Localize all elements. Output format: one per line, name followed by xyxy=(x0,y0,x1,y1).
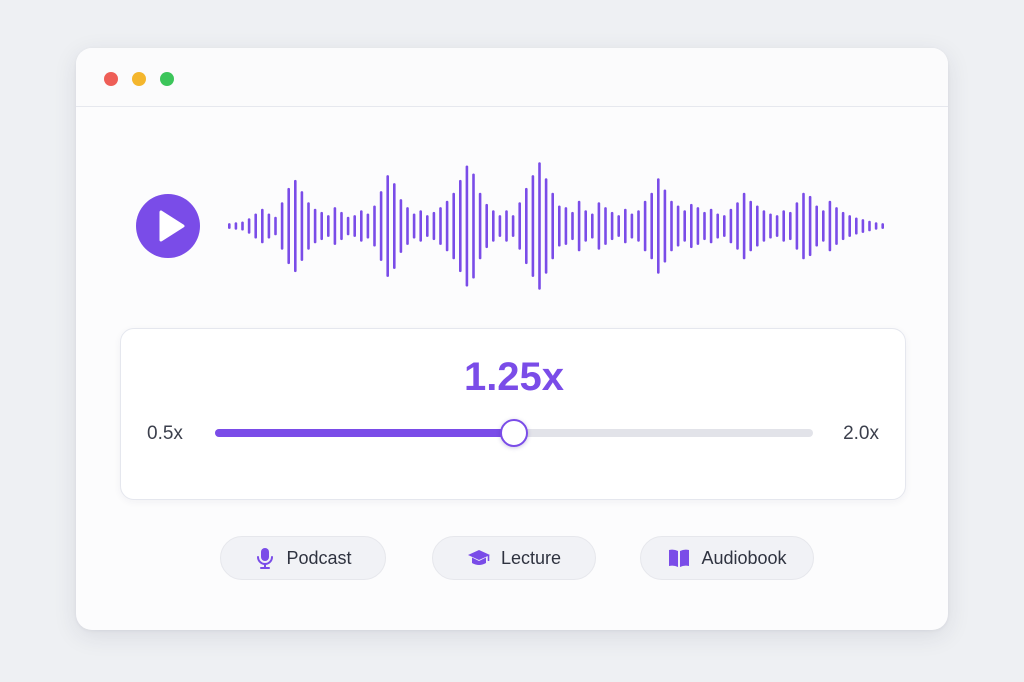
preset-label: Audiobook xyxy=(701,547,787,568)
speed-slider-fill xyxy=(215,429,514,437)
preset-label: Podcast xyxy=(286,547,352,568)
title-bar xyxy=(76,48,948,107)
app-window: 1.25x 0.5x 2.0x Podcast Lecture Audioboo… xyxy=(76,48,948,630)
speed-slider-thumb[interactable] xyxy=(500,419,528,447)
play-icon xyxy=(159,210,185,242)
playback-speed-panel: 1.25x 0.5x 2.0x xyxy=(120,328,906,500)
preset-audiobook-button[interactable]: Audiobook xyxy=(640,536,814,580)
zoom-window-button[interactable] xyxy=(160,72,174,86)
current-speed-value: 1.25x xyxy=(463,355,565,399)
preset-label: Lecture xyxy=(500,547,562,568)
close-window-button[interactable] xyxy=(104,72,118,86)
minimize-window-button[interactable] xyxy=(132,72,146,86)
max-speed-label: 2.0x xyxy=(843,423,879,444)
preset-podcast-button[interactable]: Podcast xyxy=(220,536,386,580)
audio-waveform[interactable] xyxy=(226,161,886,291)
play-button[interactable] xyxy=(136,194,200,258)
graduation-cap-icon xyxy=(467,550,490,565)
microphone-icon xyxy=(257,548,274,569)
open-book-icon xyxy=(669,549,690,567)
min-speed-label: 0.5x xyxy=(147,423,183,444)
preset-lecture-button[interactable]: Lecture xyxy=(432,536,596,580)
speed-slider-track[interactable] xyxy=(215,419,813,447)
